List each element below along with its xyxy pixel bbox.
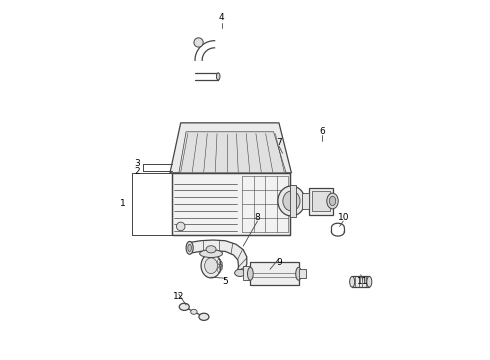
Bar — [312, 192, 330, 211]
Text: 10: 10 — [338, 213, 349, 222]
Ellipse shape — [186, 242, 193, 254]
Polygon shape — [250, 262, 298, 285]
Ellipse shape — [235, 269, 245, 276]
Ellipse shape — [283, 191, 300, 211]
Polygon shape — [170, 123, 292, 173]
Polygon shape — [309, 188, 333, 215]
Polygon shape — [172, 173, 290, 235]
Text: 4: 4 — [219, 13, 224, 22]
Polygon shape — [302, 193, 309, 209]
Ellipse shape — [199, 313, 209, 320]
Polygon shape — [290, 185, 296, 217]
Text: 8: 8 — [255, 213, 260, 222]
Ellipse shape — [217, 73, 220, 80]
Ellipse shape — [205, 258, 218, 274]
Ellipse shape — [296, 267, 301, 280]
Ellipse shape — [194, 38, 203, 47]
Polygon shape — [190, 240, 247, 274]
Text: 2: 2 — [134, 167, 140, 176]
Text: 12: 12 — [173, 292, 185, 301]
Ellipse shape — [206, 246, 216, 253]
Polygon shape — [243, 266, 250, 280]
Ellipse shape — [201, 253, 221, 278]
Ellipse shape — [179, 303, 189, 310]
Ellipse shape — [191, 309, 197, 314]
Ellipse shape — [176, 222, 185, 231]
Ellipse shape — [367, 276, 372, 287]
Ellipse shape — [278, 186, 305, 216]
Text: 5: 5 — [222, 277, 228, 286]
Text: 11: 11 — [357, 277, 368, 286]
Text: 1: 1 — [120, 199, 126, 208]
Ellipse shape — [188, 244, 192, 251]
Text: 7: 7 — [276, 138, 282, 147]
Bar — [298, 269, 306, 278]
Text: 3: 3 — [134, 159, 140, 168]
Ellipse shape — [350, 276, 355, 287]
Ellipse shape — [247, 267, 253, 280]
Ellipse shape — [329, 196, 336, 206]
Bar — [352, 276, 369, 287]
Text: 6: 6 — [319, 127, 325, 136]
Polygon shape — [179, 132, 286, 173]
Ellipse shape — [199, 249, 222, 257]
Text: 9: 9 — [276, 258, 282, 267]
Ellipse shape — [327, 193, 338, 209]
